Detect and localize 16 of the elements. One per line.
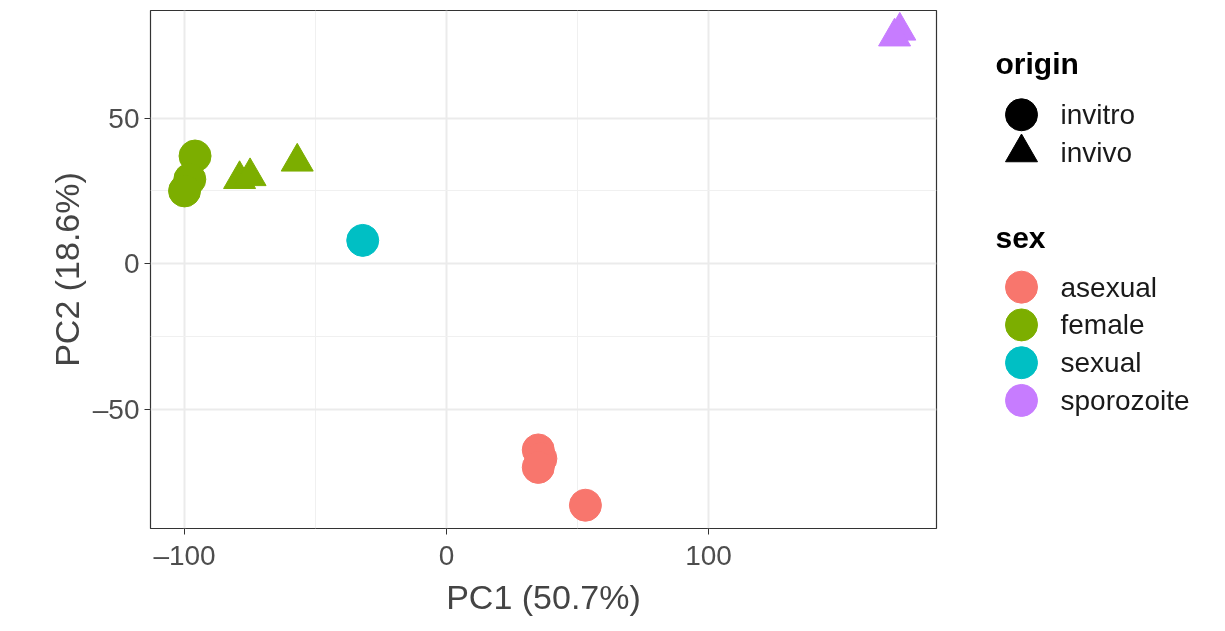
legend-label: female (1060, 309, 1145, 341)
legend-label: invivo (1060, 137, 1133, 169)
legend-label: asexual (1060, 271, 1158, 303)
x-axis-title: PC1 (50.7%) (446, 577, 641, 616)
x-tick-label: 0 (438, 539, 455, 571)
legend-label: sexual (1060, 347, 1142, 379)
y-tick-label: 0 (123, 248, 140, 280)
legend-label: sporozoite (1060, 384, 1190, 416)
y-axis-title: PC2 (18.6%) (47, 172, 86, 367)
y-tick-label: 50 (108, 102, 140, 134)
legend-title: sex (995, 220, 1046, 254)
legend-label: invitro (1060, 99, 1136, 131)
y-tick-label: –50 (92, 393, 140, 425)
x-tick-label: –100 (153, 539, 216, 571)
text: origin (995, 47, 1079, 81)
x-tick-label: 100 (685, 539, 732, 571)
